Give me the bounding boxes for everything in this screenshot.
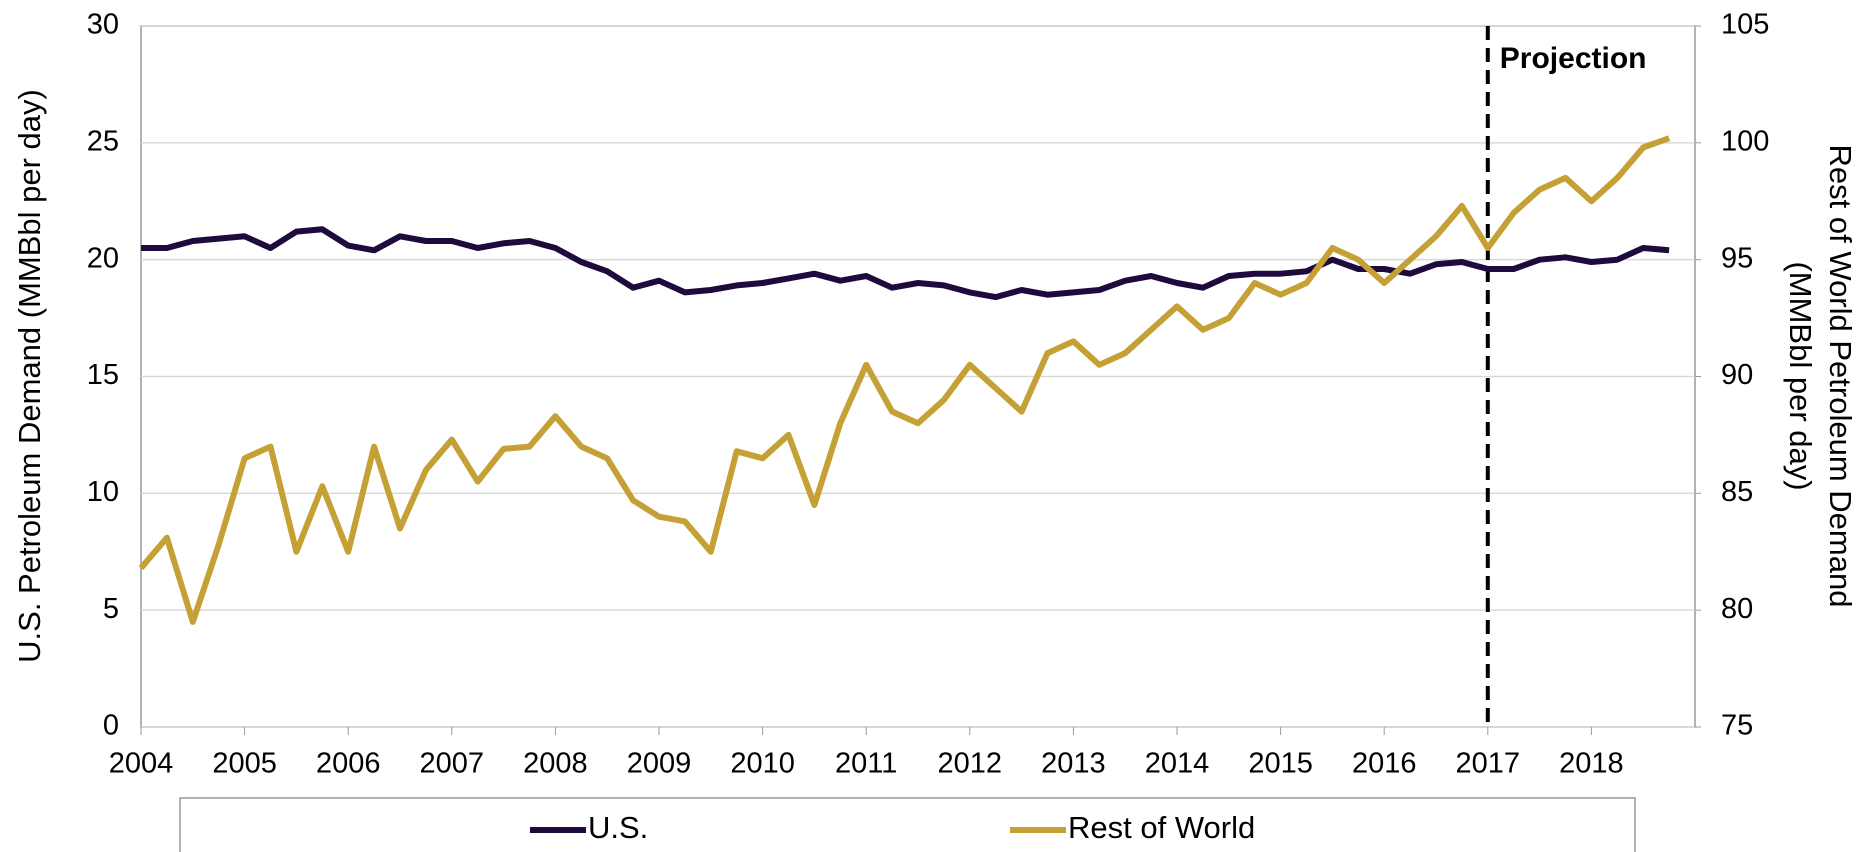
y-tick-label: 0 xyxy=(103,710,119,742)
y-tick-label: 25 xyxy=(87,125,119,157)
y2-tick-label: 90 xyxy=(1721,359,1753,391)
y2-tick-label: 85 xyxy=(1721,476,1753,508)
series-line xyxy=(141,226,1670,301)
y-tick-label: 30 xyxy=(87,9,119,41)
y2-tick-label: 100 xyxy=(1721,125,1769,157)
y2-tick-label: 80 xyxy=(1721,593,1753,625)
y-tick-label: 15 xyxy=(87,359,119,391)
series-line xyxy=(138,135,1671,625)
y-tick-label: 20 xyxy=(87,242,119,274)
y-axis-title: U.S. Petroleum Demand (MMBbl per day) xyxy=(12,89,47,663)
y-tick-label: 5 xyxy=(103,593,119,625)
x-tick-label: 2007 xyxy=(420,748,485,780)
y2-axis-title: (MMBbl per day) xyxy=(1783,261,1818,490)
x-tick-label: 2016 xyxy=(1352,748,1417,780)
legend-label: U.S. xyxy=(588,810,648,845)
x-tick-label: 2018 xyxy=(1559,748,1624,780)
x-tick-label: 2009 xyxy=(627,748,692,780)
y-tick-label: 10 xyxy=(87,476,119,508)
x-tick-label: 2005 xyxy=(212,748,277,780)
x-tick-label: 2006 xyxy=(316,748,381,780)
legend-label: Rest of World xyxy=(1068,810,1255,845)
y2-tick-label: 75 xyxy=(1721,710,1753,742)
x-tick-label: 2004 xyxy=(109,748,174,780)
x-tick-label: 2015 xyxy=(1248,748,1313,780)
x-tick-label: 2008 xyxy=(523,748,588,780)
x-tick-label: 2017 xyxy=(1456,748,1521,780)
x-tick-label: 2011 xyxy=(835,748,897,780)
x-tick-label: 2013 xyxy=(1041,748,1106,780)
y2-tick-label: 105 xyxy=(1721,9,1769,41)
x-tick-label: 2012 xyxy=(938,748,1003,780)
x-tick-label: 2014 xyxy=(1145,748,1210,780)
y2-axis-title: Rest of World Petroleum Demand xyxy=(1823,145,1858,608)
legend-box xyxy=(179,797,1636,852)
annotation: Projection xyxy=(1500,42,1647,75)
y2-tick-label: 95 xyxy=(1721,242,1753,274)
x-tick-label: 2010 xyxy=(730,748,795,780)
